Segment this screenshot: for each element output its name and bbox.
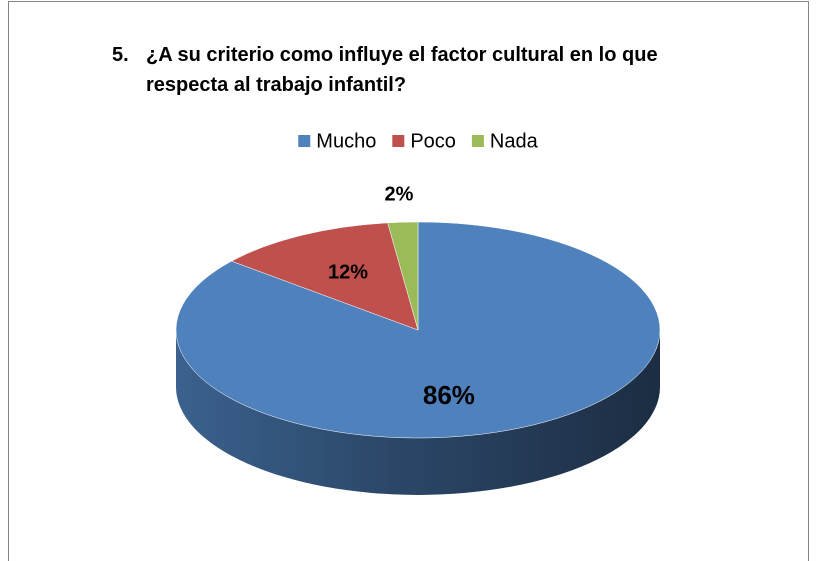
chart-title: ¿A su criterio como influye el factor cu…: [146, 44, 658, 96]
data-label: 86%: [423, 380, 475, 410]
chart-title-block: 5. ¿A su criterio como influye el factor…: [112, 40, 712, 100]
legend-label: Nada: [490, 130, 539, 152]
legend-swatch: [392, 135, 405, 147]
data-label: 2%: [385, 184, 414, 206]
slice-side: [176, 330, 660, 495]
slice: [230, 222, 419, 331]
legend-swatch: [298, 135, 311, 147]
legend-swatch: [471, 135, 484, 147]
legend-label: Poco: [410, 130, 456, 152]
title-number: 5.: [112, 44, 129, 66]
slice: [387, 221, 419, 331]
data-label: 12%: [328, 261, 368, 283]
legend-label: Mucho: [316, 130, 376, 152]
